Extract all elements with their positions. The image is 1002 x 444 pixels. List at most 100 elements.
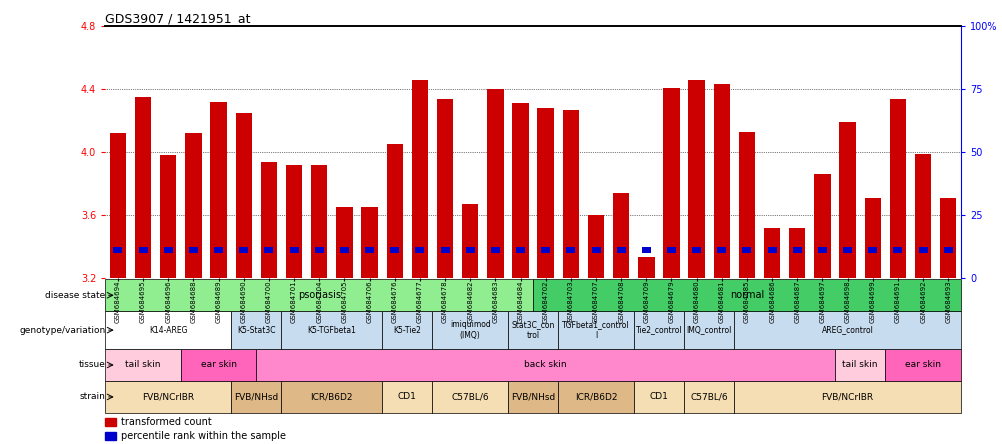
Bar (282, 311, 382, 349)
Bar (716, 247, 725, 253)
Bar (633, 311, 683, 349)
Bar (185, 133, 201, 278)
Text: FVB/NHsd: FVB/NHsd (233, 392, 279, 401)
Bar (290, 247, 299, 253)
Bar (365, 247, 374, 253)
Bar (109, 133, 126, 278)
Bar (662, 87, 679, 278)
Bar (537, 108, 553, 278)
Bar (105, 432, 115, 440)
Bar (616, 247, 625, 253)
Bar (411, 79, 428, 278)
Bar (180, 349, 257, 381)
Text: ICR/B6D2: ICR/B6D2 (311, 392, 353, 401)
Bar (885, 349, 960, 381)
Text: tail skin: tail skin (842, 361, 877, 369)
Bar (235, 113, 252, 278)
Bar (767, 247, 776, 253)
Text: CD1: CD1 (649, 392, 667, 401)
Bar (382, 311, 432, 349)
Bar (943, 247, 952, 253)
Bar (315, 247, 324, 253)
Bar (843, 247, 852, 253)
Bar (105, 311, 230, 349)
Text: psoriasis: psoriasis (298, 290, 341, 300)
Bar (637, 258, 654, 278)
Bar (160, 155, 176, 278)
Bar (361, 207, 378, 278)
Bar (507, 381, 558, 413)
Bar (733, 381, 960, 413)
Text: transformed count: transformed count (120, 417, 211, 427)
Bar (515, 247, 524, 253)
Text: K5-TGFbeta1: K5-TGFbeta1 (307, 325, 356, 335)
Text: FVB/NHsd: FVB/NHsd (510, 392, 555, 401)
Bar (666, 247, 675, 253)
Text: percentile rank within the sample: percentile rank within the sample (120, 431, 286, 441)
Bar (889, 99, 905, 278)
Bar (138, 247, 147, 253)
Bar (340, 247, 349, 253)
Bar (490, 247, 499, 253)
Bar (105, 418, 115, 426)
Text: disease state: disease state (45, 291, 105, 300)
Bar (612, 193, 628, 278)
Bar (134, 97, 151, 278)
Bar (541, 247, 550, 253)
Bar (386, 144, 403, 278)
Text: K14-AREG: K14-AREG (149, 325, 187, 335)
Bar (893, 247, 902, 253)
Text: tissue: tissue (78, 361, 105, 369)
Bar (462, 204, 478, 278)
Bar (914, 154, 931, 278)
Bar (113, 247, 122, 253)
Bar (105, 279, 533, 311)
Bar (437, 99, 453, 278)
Text: genotype/variation: genotype/variation (19, 325, 105, 335)
Bar (336, 207, 352, 278)
Bar (105, 381, 230, 413)
Bar (587, 215, 603, 278)
Bar (230, 311, 282, 349)
Bar (764, 228, 780, 278)
Bar (282, 381, 382, 413)
Bar (789, 228, 805, 278)
Bar (839, 122, 855, 278)
Bar (691, 247, 700, 253)
Text: CD1: CD1 (398, 392, 416, 401)
Bar (188, 247, 197, 253)
Bar (432, 381, 507, 413)
Bar (939, 198, 956, 278)
Bar (105, 349, 180, 381)
Text: ear skin: ear skin (904, 361, 940, 369)
Text: strain: strain (79, 392, 105, 401)
Text: TGFbeta1_control
l: TGFbeta1_control l (562, 321, 629, 340)
Bar (687, 79, 704, 278)
Bar (210, 102, 226, 278)
Bar (868, 247, 877, 253)
Bar (432, 311, 507, 349)
Text: ICR/B6D2: ICR/B6D2 (574, 392, 616, 401)
Text: C57BL/6: C57BL/6 (689, 392, 727, 401)
Bar (918, 247, 927, 253)
Text: FVB/NCrIBR: FVB/NCrIBR (821, 392, 873, 401)
Bar (230, 381, 282, 413)
Bar (239, 247, 247, 253)
Text: IMQ_control: IMQ_control (685, 325, 731, 335)
Text: back skin: back skin (524, 361, 566, 369)
Bar (382, 381, 432, 413)
Bar (415, 247, 424, 253)
Bar (864, 198, 880, 278)
Bar (558, 311, 633, 349)
Text: imiquimod
(IMQ): imiquimod (IMQ) (449, 321, 490, 340)
Text: ear skin: ear skin (200, 361, 236, 369)
Bar (440, 247, 449, 253)
Bar (465, 247, 474, 253)
Bar (507, 311, 558, 349)
Bar (683, 311, 733, 349)
Bar (814, 174, 830, 278)
Text: K5-Tie2: K5-Tie2 (393, 325, 421, 335)
Bar (835, 349, 885, 381)
Text: FVB/NCrIBR: FVB/NCrIBR (142, 392, 194, 401)
Text: tail skin: tail skin (125, 361, 160, 369)
